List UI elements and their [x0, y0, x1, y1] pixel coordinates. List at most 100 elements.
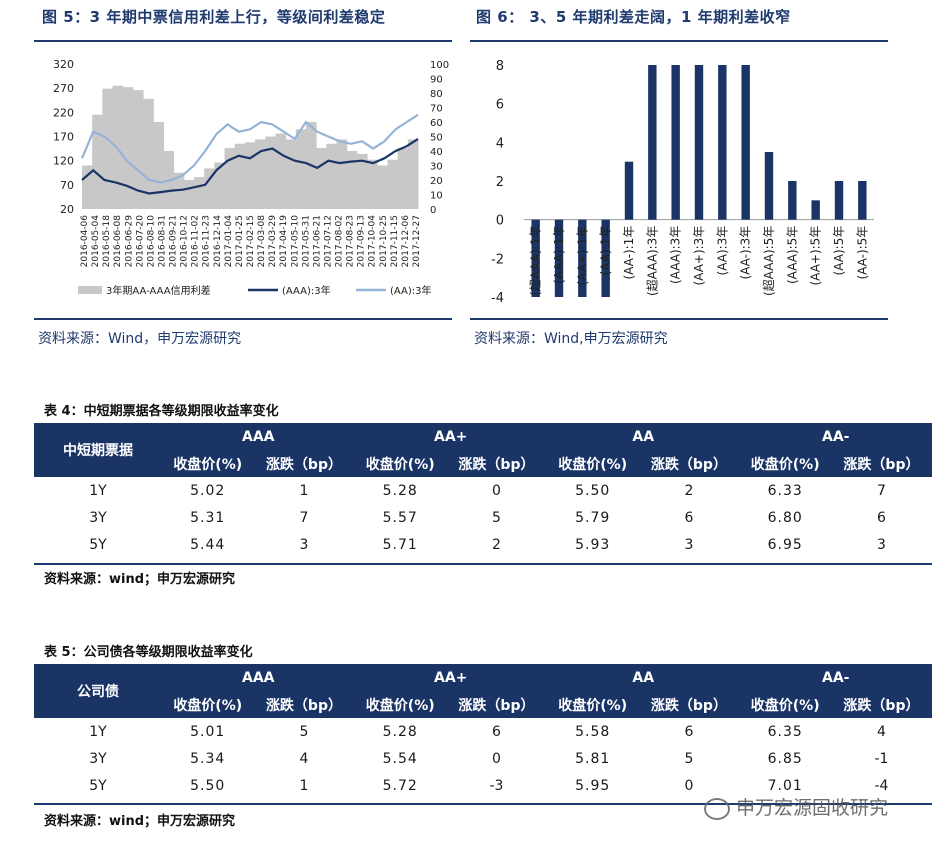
spread-area-bar [367, 159, 378, 209]
change-cell: 5 [491, 509, 501, 526]
price-cell: 5.71 [382, 536, 418, 553]
x-category-label: (超AAA):1年 [528, 226, 543, 296]
y-axis-tick: -2 [491, 252, 504, 267]
figure6-bottom-rule [470, 318, 888, 320]
figure5-top-rule [34, 40, 452, 42]
legend-label: 3年期AA-AAA信用利差 [106, 284, 211, 297]
table4-grade: AAA [162, 423, 355, 450]
price-cell: 5.34 [190, 750, 226, 767]
price-cell: 7.01 [767, 777, 803, 794]
price-cell: 5.58 [575, 723, 611, 740]
change-cell: 3 [299, 536, 309, 553]
x-axis-tick: 2017-02-15 [246, 215, 256, 267]
figure6-source: 资料来源：Wind,申万宏源研究 [474, 331, 668, 347]
change-cell: 2 [491, 536, 501, 553]
change-cell: 7 [299, 509, 309, 526]
term-cell: 1Y [89, 723, 107, 740]
price-cell: 5.31 [190, 509, 226, 526]
price-cell: 6.35 [767, 723, 803, 740]
y-axis-tick: 2 [496, 175, 504, 190]
table-row: 3Y 5.31 7 5.57 5 5.79 6 6.80 6 [34, 504, 932, 531]
table4-source: 资料来源：wind；申万宏源研究 [44, 572, 236, 587]
spread-area-bar [285, 139, 297, 209]
x-axis-tick: 2016-11-23 [202, 215, 212, 267]
change-cell: 4 [876, 723, 886, 740]
bar [834, 181, 844, 220]
x-axis-tick: 2017-11-15 [390, 215, 400, 267]
price-cell: 5.50 [190, 777, 226, 794]
x-category-label: (AAA):3年 [669, 226, 683, 284]
table5-title: 表 5：公司债各等级期限收益率变化 [44, 645, 253, 660]
table5-grade: AAA [162, 664, 355, 691]
x-category-label: (AA-):5年 [855, 226, 869, 280]
spread-area-bar [234, 143, 246, 209]
table4-col-price: 收盘价(%) [739, 450, 831, 477]
price-cell: 5.28 [382, 723, 418, 740]
change-cell: 2 [684, 482, 694, 499]
bar [811, 200, 820, 220]
change-cell: 6 [876, 509, 886, 526]
spread-area-bar [265, 136, 276, 209]
table4-bottom-rule [34, 563, 932, 565]
table5-col-price: 收盘价(%) [546, 691, 639, 718]
figure5-bottom-rule [34, 318, 452, 320]
price-cell: 5.72 [382, 777, 418, 794]
x-axis-tick: 2016-06-08 [113, 215, 123, 268]
spread-area-bar [377, 165, 388, 209]
term-cell: 5Y [89, 536, 107, 553]
watermark-text: 申万宏源固收研究 [736, 797, 889, 819]
x-axis-tick: 2017-05-31 [301, 215, 311, 267]
price-cell: 5.93 [575, 536, 611, 553]
spread-area-bar [132, 90, 144, 209]
spread-area-bar [336, 139, 348, 209]
x-axis-tick: 2016-12-14 [213, 215, 223, 268]
figure5-source: 资料来源：Wind，申万宏源研究 [38, 331, 242, 347]
spread-area-bar [194, 177, 205, 209]
x-axis-tick: 2017-08-02 [335, 215, 345, 267]
figure6-chart: 8 6 4 2 0 -2 -4 (超AAA):1年 (AAA):1年 (AA+):1年 (AA):… [491, 59, 874, 306]
spread-area-bar [92, 114, 103, 209]
bar [578, 219, 587, 297]
table5-grade: AA- [739, 664, 932, 691]
right-axis-tick: 50 [430, 133, 443, 144]
spread-area-bar [387, 159, 399, 209]
table-row: 3Y 5.34 4 5.54 0 5.81 5 6.85 -1 [34, 745, 932, 772]
x-axis-tick: 2016-09-21 [169, 215, 179, 267]
table5-col-price: 收盘价(%) [739, 691, 831, 718]
figure6-top-rule [470, 40, 888, 42]
term-cell: 1Y [89, 482, 107, 499]
table4-grade: AA [546, 423, 740, 450]
x-category-label: (超AAA):3年 [644, 226, 659, 296]
change-cell: 6 [684, 723, 694, 740]
spread-area-bar [214, 162, 226, 209]
price-cell: 5.02 [190, 482, 226, 499]
table4-col-change: 涨跌（bp） [445, 450, 547, 477]
change-cell: -4 [874, 777, 889, 794]
table5-col-change: 涨跌（bp） [638, 691, 740, 718]
change-cell: 5 [299, 723, 309, 740]
table5-col-change: 涨跌（bp） [830, 691, 932, 718]
spread-area-bar [244, 142, 256, 209]
change-cell: 0 [491, 750, 501, 767]
table4-grade: AA- [739, 423, 932, 450]
price-cell: 5.95 [575, 777, 611, 794]
change-cell: 6 [491, 723, 501, 740]
bar [554, 219, 564, 297]
change-cell: 3 [876, 536, 886, 553]
right-axis-tick: 60 [430, 118, 443, 129]
right-axis-tick: 70 [430, 104, 443, 115]
bar [531, 219, 540, 297]
bar [648, 65, 657, 220]
table4-title: 表 4：中短期票据各等级期限收益率变化 [44, 404, 279, 419]
x-axis-tick: 2017-03-29 [268, 215, 278, 268]
x-axis-tick: 2017-05-10 [290, 215, 300, 268]
bar [694, 65, 704, 220]
price-cell: 6.80 [767, 509, 803, 526]
term-cell: 3Y [89, 509, 107, 526]
price-cell: 5.81 [575, 750, 611, 767]
right-axis-tick: 90 [430, 75, 443, 86]
spread-area-bar [356, 153, 368, 209]
series-line [81, 137, 419, 195]
table5-bottom-rule [34, 803, 932, 805]
table5: 公司债 AAA AA+ AA AA- 收盘价(%) 涨跌（bp） 收盘价(%) … [34, 664, 932, 799]
